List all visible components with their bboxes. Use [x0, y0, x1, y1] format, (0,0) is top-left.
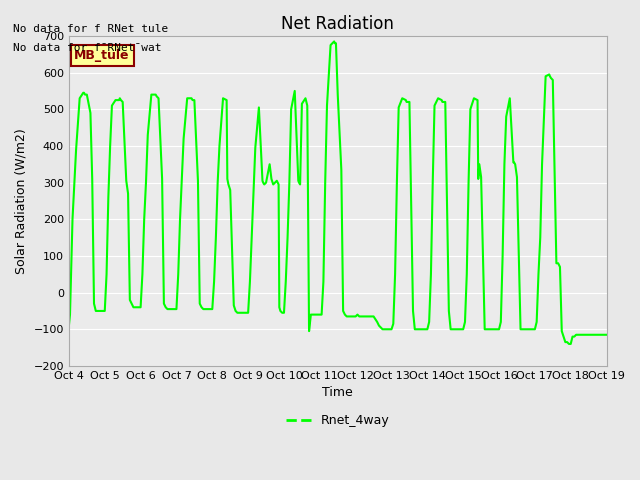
Legend: Rnet_4way: Rnet_4way [281, 409, 395, 432]
Text: No data for f RNet tule: No data for f RNet tule [13, 24, 168, 34]
Title: Net Radiation: Net Radiation [282, 15, 394, 33]
Text: No data for f¯RNet¯wat: No data for f¯RNet¯wat [13, 43, 161, 53]
Text: MB_tule: MB_tule [74, 49, 130, 62]
X-axis label: Time: Time [323, 386, 353, 399]
Y-axis label: Solar Radiation (W/m2): Solar Radiation (W/m2) [15, 128, 28, 274]
